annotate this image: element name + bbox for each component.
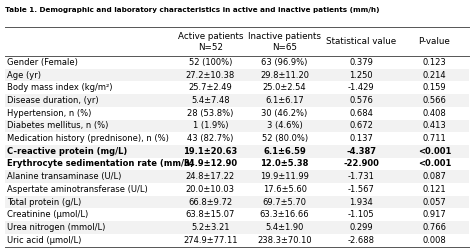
Text: 12.0±5.38: 12.0±5.38 xyxy=(260,159,309,169)
Text: 1 (1.9%): 1 (1.9%) xyxy=(192,121,228,130)
Text: 5.2±3.21: 5.2±3.21 xyxy=(191,223,229,232)
Text: 27.2±10.38: 27.2±10.38 xyxy=(186,70,235,80)
Text: -1.567: -1.567 xyxy=(348,185,374,194)
Text: Creatinine (μmol/L): Creatinine (μmol/L) xyxy=(7,210,88,219)
Text: 0.087: 0.087 xyxy=(422,172,447,181)
Text: -22.900: -22.900 xyxy=(343,159,379,169)
Text: 19.9±11.99: 19.9±11.99 xyxy=(260,172,309,181)
FancyBboxPatch shape xyxy=(5,196,469,208)
Text: Inactive patients
N=65: Inactive patients N=65 xyxy=(248,32,321,52)
Text: Urea nitrogen (mmol/L): Urea nitrogen (mmol/L) xyxy=(7,223,106,232)
Text: 28 (53.8%): 28 (53.8%) xyxy=(187,109,234,118)
Text: 5.4±1.90: 5.4±1.90 xyxy=(265,223,304,232)
Text: <0.001: <0.001 xyxy=(418,159,451,169)
FancyBboxPatch shape xyxy=(5,120,469,132)
Text: 0.379: 0.379 xyxy=(349,58,373,67)
Text: 69.7±5.70: 69.7±5.70 xyxy=(263,197,307,207)
Text: 274.9±77.11: 274.9±77.11 xyxy=(183,236,237,245)
Text: Aspertate aminotransferase (U/L): Aspertate aminotransferase (U/L) xyxy=(7,185,148,194)
Text: Erythrocyte sedimentation rate (mm/h): Erythrocyte sedimentation rate (mm/h) xyxy=(7,159,194,169)
Text: 0.123: 0.123 xyxy=(422,58,447,67)
Text: 0.057: 0.057 xyxy=(422,197,447,207)
Text: 6.1±6.59: 6.1±6.59 xyxy=(263,147,306,156)
FancyBboxPatch shape xyxy=(5,221,469,234)
Text: <0.001: <0.001 xyxy=(418,147,451,156)
Text: 6.1±6.17: 6.1±6.17 xyxy=(265,96,304,105)
Text: Gender (Female): Gender (Female) xyxy=(7,58,78,67)
Text: -1.429: -1.429 xyxy=(348,83,374,92)
Text: Disease duration, (yr): Disease duration, (yr) xyxy=(7,96,99,105)
Text: Uric acid (μmol/L): Uric acid (μmol/L) xyxy=(7,236,82,245)
Text: 24.8±17.22: 24.8±17.22 xyxy=(186,172,235,181)
Text: 0.299: 0.299 xyxy=(349,223,373,232)
Text: 25.0±2.54: 25.0±2.54 xyxy=(263,83,306,92)
Text: 63.3±16.66: 63.3±16.66 xyxy=(260,210,310,219)
Text: 0.684: 0.684 xyxy=(349,109,373,118)
Text: 29.8±11.20: 29.8±11.20 xyxy=(260,70,309,80)
Text: 63.8±15.07: 63.8±15.07 xyxy=(186,210,235,219)
Text: 0.766: 0.766 xyxy=(422,223,447,232)
Text: 0.408: 0.408 xyxy=(422,109,447,118)
Text: 3 (4.6%): 3 (4.6%) xyxy=(267,121,302,130)
Text: 43 (82.7%): 43 (82.7%) xyxy=(187,134,234,143)
Text: 17.6±5.60: 17.6±5.60 xyxy=(263,185,307,194)
Text: Hypertension, n (%): Hypertension, n (%) xyxy=(7,109,91,118)
Text: 0.576: 0.576 xyxy=(349,96,373,105)
Text: 0.672: 0.672 xyxy=(349,121,373,130)
Text: P-value: P-value xyxy=(419,37,450,46)
Text: 52 (80.0%): 52 (80.0%) xyxy=(262,134,308,143)
Text: Alanine transaminase (U/L): Alanine transaminase (U/L) xyxy=(7,172,121,181)
Text: 0.159: 0.159 xyxy=(423,83,446,92)
Text: 25.7±2.49: 25.7±2.49 xyxy=(189,83,232,92)
Text: -1.105: -1.105 xyxy=(348,210,374,219)
Text: 5.4±7.48: 5.4±7.48 xyxy=(191,96,229,105)
Text: 1.250: 1.250 xyxy=(349,70,373,80)
Text: Body mass index (kg/m²): Body mass index (kg/m²) xyxy=(7,83,113,92)
Text: 34.9±12.90: 34.9±12.90 xyxy=(183,159,237,169)
Text: -2.688: -2.688 xyxy=(348,236,375,245)
Text: 63 (96.9%): 63 (96.9%) xyxy=(262,58,308,67)
Text: -4.387: -4.387 xyxy=(346,147,376,156)
Text: Table 1. Demographic and laboratory characteristics in active and inactive patie: Table 1. Demographic and laboratory char… xyxy=(5,7,379,13)
Text: Diabetes mellitus, n (%): Diabetes mellitus, n (%) xyxy=(7,121,109,130)
Text: 0.121: 0.121 xyxy=(423,185,446,194)
Text: Age (yr): Age (yr) xyxy=(7,70,41,80)
Text: 1.934: 1.934 xyxy=(349,197,373,207)
Text: Statistical value: Statistical value xyxy=(326,37,396,46)
Text: 30 (46.2%): 30 (46.2%) xyxy=(262,109,308,118)
FancyBboxPatch shape xyxy=(5,145,469,158)
Text: 0.566: 0.566 xyxy=(422,96,447,105)
Text: 0.711: 0.711 xyxy=(422,134,447,143)
Text: 0.214: 0.214 xyxy=(423,70,446,80)
Text: 0.413: 0.413 xyxy=(422,121,447,130)
Text: 20.0±10.03: 20.0±10.03 xyxy=(186,185,235,194)
Text: Medication history (prednisone), n (%): Medication history (prednisone), n (%) xyxy=(7,134,169,143)
Text: 0.008: 0.008 xyxy=(422,236,447,245)
Text: C-reactive protein (mg/L): C-reactive protein (mg/L) xyxy=(7,147,128,156)
Text: 66.8±9.72: 66.8±9.72 xyxy=(188,197,232,207)
FancyBboxPatch shape xyxy=(5,170,469,183)
Text: 0.137: 0.137 xyxy=(349,134,373,143)
Text: 238.3±70.10: 238.3±70.10 xyxy=(257,236,312,245)
Text: 19.1±20.63: 19.1±20.63 xyxy=(183,147,237,156)
Text: 0.917: 0.917 xyxy=(422,210,447,219)
FancyBboxPatch shape xyxy=(5,94,469,107)
Text: Active patients
N=52: Active patients N=52 xyxy=(178,32,243,52)
Text: -1.731: -1.731 xyxy=(348,172,374,181)
Text: Total protein (g/L): Total protein (g/L) xyxy=(7,197,82,207)
FancyBboxPatch shape xyxy=(5,69,469,81)
Text: 52 (100%): 52 (100%) xyxy=(189,58,232,67)
